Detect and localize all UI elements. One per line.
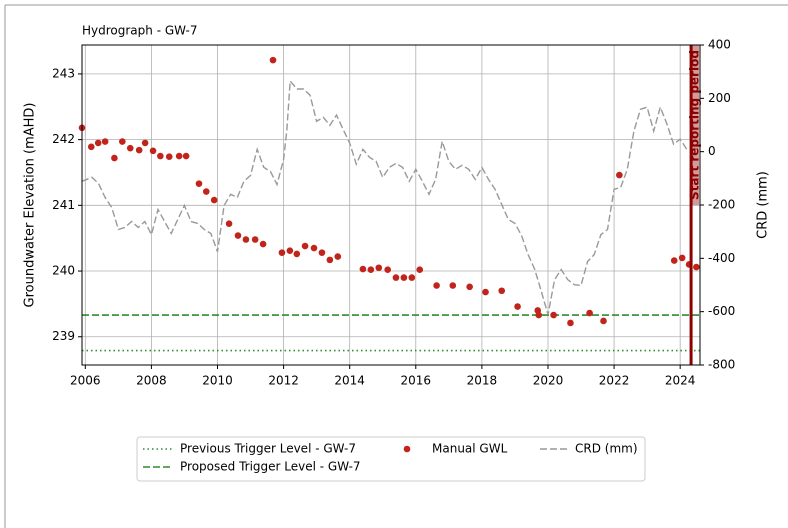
y2-tick-label: 200	[708, 91, 731, 105]
y-tick-label: 242	[52, 132, 75, 146]
gwl-point	[449, 282, 457, 289]
gwl-point	[616, 171, 623, 179]
gwl-point	[586, 309, 593, 317]
gwl-point	[535, 311, 543, 319]
gwl-point	[514, 303, 521, 310]
gwl-point	[234, 232, 242, 239]
x-tick-label: 2020	[533, 374, 564, 388]
y2-tick-label: -200	[708, 198, 735, 212]
x-tick-label: 2008	[136, 374, 167, 388]
legend-swatch	[403, 445, 411, 453]
x-tick-label: 2012	[268, 374, 299, 388]
gwl-point	[149, 147, 157, 155]
gwl-point	[310, 244, 318, 252]
gwl-point	[87, 143, 95, 151]
x-tick-label: 2016	[401, 374, 432, 388]
gwl-point	[326, 256, 334, 264]
gwl-point	[293, 250, 301, 258]
gwl-point	[259, 240, 267, 248]
x-tick-label: 2024	[665, 374, 696, 388]
gwl-point	[334, 253, 342, 260]
y-tick-label: 239	[52, 329, 75, 343]
gwl-point	[408, 274, 416, 281]
gwl-point	[141, 139, 149, 147]
y2-axis-label: CRD (mm)	[756, 171, 771, 239]
y-tick-label: 240	[52, 264, 75, 278]
legend-label: Previous Trigger Level - GW-7	[180, 442, 356, 456]
gwl-point	[301, 242, 309, 250]
gwl-point	[498, 287, 506, 295]
gwl-point	[119, 138, 126, 145]
gwl-point	[286, 247, 294, 254]
legend-box	[136, 436, 646, 482]
chart-title: Hydrograph - GW-7	[82, 24, 197, 38]
reporting-label: Start reporting period	[688, 50, 702, 200]
y2-tick-label: -800	[708, 358, 735, 372]
gwl-point	[600, 317, 607, 325]
gwl-point	[375, 264, 383, 272]
gwl-point	[157, 152, 164, 160]
gwl-point	[242, 236, 250, 243]
plot-frame	[81, 44, 701, 366]
gwl-point	[94, 139, 102, 147]
gwl-point	[392, 274, 400, 281]
gwl-point	[182, 152, 190, 160]
gwl-point	[400, 274, 408, 281]
gwl-point	[466, 283, 473, 291]
gwl-point	[433, 282, 440, 289]
gwl-point	[135, 146, 143, 154]
gwl-point	[210, 196, 218, 204]
y2-tick-label: -400	[708, 251, 735, 265]
gwl-point	[195, 180, 203, 187]
gwl-point	[384, 266, 391, 274]
gwl-point	[693, 263, 700, 271]
gwl-point	[567, 319, 574, 327]
gwl-point	[175, 152, 183, 160]
y2-tick-label: 0	[708, 144, 716, 158]
gwl-point	[225, 220, 233, 228]
gwl-point	[367, 266, 375, 274]
x-tick-label: 2022	[599, 374, 630, 388]
reporting-label-bg	[690, 45, 700, 205]
legend-label: Manual GWL	[432, 442, 508, 456]
x-tick-label: 2018	[467, 374, 498, 388]
gwl-point	[359, 265, 367, 273]
gwl-point	[416, 266, 424, 274]
x-tick-label: 2014	[334, 374, 365, 388]
gwl-point	[318, 249, 326, 256]
gwl-point	[126, 144, 134, 152]
gwl-point	[678, 254, 686, 262]
x-tick-label: 2010	[202, 374, 233, 388]
gwl-point	[111, 154, 118, 162]
crd-line	[81, 79, 688, 315]
y2-tick-label: -600	[708, 304, 735, 318]
gwl-point	[251, 236, 259, 243]
gwl-point	[269, 56, 277, 64]
y-axis-label: Groundwater Elevation (mAHD)	[23, 103, 38, 308]
y2-tick-label: 400	[708, 38, 731, 52]
gwl-point	[670, 257, 678, 264]
gwl-point	[482, 288, 489, 296]
x-tick-label: 2006	[70, 374, 101, 388]
gwl-point	[278, 249, 286, 256]
gwl-point	[165, 153, 173, 161]
legend-label: Proposed Trigger Level - GW-7	[180, 460, 361, 474]
y-tick-label: 241	[52, 198, 75, 212]
gwl-point	[101, 138, 109, 145]
y-tick-label: 243	[52, 66, 75, 80]
legend-label: CRD (mm)	[575, 442, 638, 456]
gwl-point	[202, 188, 210, 195]
gwl-point	[550, 311, 557, 319]
